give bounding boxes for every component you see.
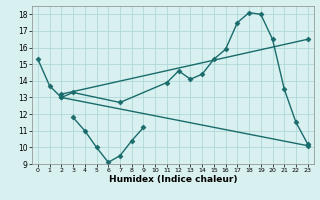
X-axis label: Humidex (Indice chaleur): Humidex (Indice chaleur) [108, 175, 237, 184]
